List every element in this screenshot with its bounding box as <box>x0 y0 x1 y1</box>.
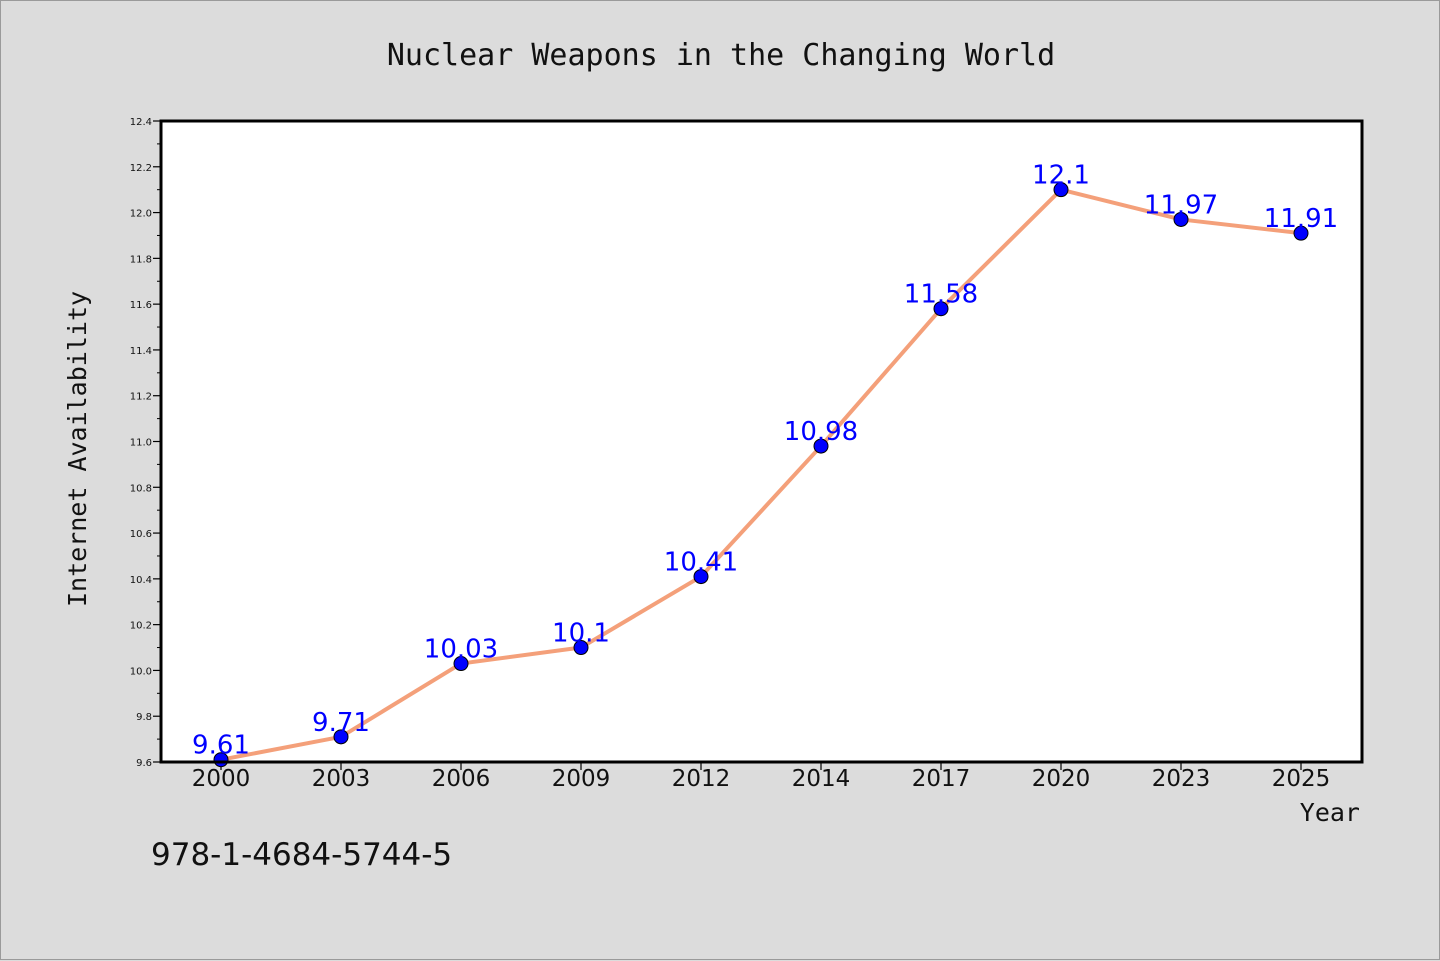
x-tick-label: 2014 <box>792 766 851 792</box>
y-tick-label: 11.4 <box>130 346 152 357</box>
data-label: 9.71 <box>312 708 370 738</box>
data-point <box>813 438 829 454</box>
plot-area <box>161 121 1362 762</box>
y-tick-label: 9.6 <box>136 758 152 769</box>
x-tick-label: 2017 <box>912 766 971 792</box>
data-point <box>573 640 589 656</box>
data-label: 10.98 <box>784 417 858 447</box>
x-axis: 2000 2003 2006 2009 2012 2014 2017 2020 2023 2025 <box>192 762 1331 792</box>
x-axis-label: Year <box>1300 798 1360 827</box>
data-label: 11.58 <box>904 280 978 310</box>
x-tick-label: 2020 <box>1032 766 1091 792</box>
data-label: 10.41 <box>664 548 738 578</box>
data-point <box>1053 182 1069 198</box>
data-point <box>933 301 949 317</box>
data-point <box>1293 225 1309 241</box>
x-tick-label: 2009 <box>552 766 611 792</box>
y-axis-label: Internet Availability <box>63 291 92 607</box>
y-tick-label: 10.4 <box>130 575 152 586</box>
y-tick-label: 11.8 <box>130 254 152 265</box>
y-axis: 9.6 9.8 10.0 10.2 10.4 10.6 10.8 11.0 11.2 11.4 11… <box>130 117 161 769</box>
data-label: 10.03 <box>424 635 498 665</box>
x-tick-label: 2023 <box>1152 766 1211 792</box>
y-tick-label: 12.2 <box>130 163 152 174</box>
y-tick-label: 10.8 <box>130 483 152 494</box>
data-point <box>1173 211 1189 227</box>
data-series <box>213 182 1309 768</box>
x-tick-label: 2025 <box>1272 766 1331 792</box>
chart-title: Nuclear Weapons in the Changing World <box>387 38 1055 73</box>
y-tick-label: 10.2 <box>130 621 152 632</box>
data-point <box>453 656 469 672</box>
x-tick-label: 2003 <box>312 766 371 792</box>
x-tick-label: 2006 <box>432 766 491 792</box>
data-labels: 9.61 9.71 10.03 10.1 10.41 10.98 11.58 12.1 11.9… <box>192 161 1338 761</box>
y-tick-label: 11.6 <box>130 300 152 311</box>
y-tick-label: 10.6 <box>130 529 152 540</box>
series-line <box>219 187 1303 762</box>
y-tick-label: 11.2 <box>130 392 152 403</box>
y-tick-label: 12.0 <box>130 209 152 220</box>
plot-border <box>159 119 1364 764</box>
data-label: 12.1 <box>1032 161 1090 191</box>
data-label: 10.1 <box>552 619 610 649</box>
x-tick-label: 2012 <box>672 766 731 792</box>
y-tick-label: 11.0 <box>130 438 152 449</box>
data-label: 11.97 <box>1144 190 1218 220</box>
isbn-text: 978-1-4684-5744-5 <box>151 837 452 873</box>
data-point <box>333 729 349 745</box>
y-tick-label: 9.8 <box>136 712 152 723</box>
y-tick-label: 10.0 <box>130 666 152 677</box>
data-point <box>693 569 709 585</box>
y-tick-label: 12.4 <box>130 117 152 128</box>
data-label: 11.91 <box>1264 204 1338 234</box>
data-label: 9.61 <box>192 731 250 761</box>
x-tick-label: 2000 <box>192 766 251 792</box>
